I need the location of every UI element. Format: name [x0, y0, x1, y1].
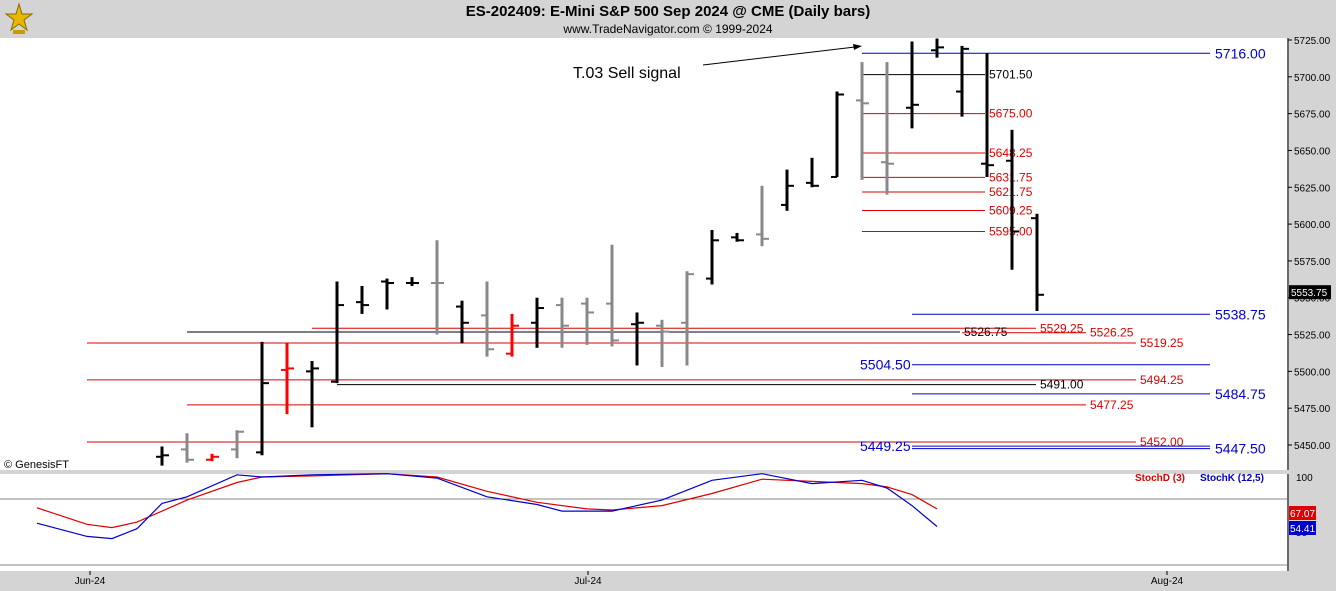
y-tick-label: 5500.00 — [1294, 367, 1331, 378]
level-label: 5491.00 — [1040, 378, 1084, 392]
sell-signal-annotation: T.03 Sell signal — [573, 65, 681, 82]
y-tick-label: 5575.00 — [1294, 257, 1331, 268]
level-label: 5494.25 — [1140, 373, 1184, 387]
y-tick-label: 5650.00 — [1294, 146, 1331, 157]
stoch-last-label: 54.41 — [1290, 524, 1315, 535]
y-tick-label: 5725.00 — [1294, 36, 1331, 47]
last-price-label: 5553.75 — [1291, 288, 1328, 299]
stoch-d-legend: StochD (3) — [1135, 473, 1185, 484]
stoch-last-label: 67.07 — [1290, 509, 1315, 520]
stoch-tick-label: 100 — [1296, 473, 1313, 484]
stoch-last-box — [1289, 506, 1316, 520]
price-axis: 5725.00 5700.00 5675.00 5650.00 5625.00 5600.… — [1287, 36, 1331, 470]
stoch-k-legend: StochK (12,5) — [1200, 473, 1264, 484]
level-label: 5538.75 — [1215, 306, 1266, 322]
level-label: 5701.50 — [989, 68, 1033, 82]
level-label: 5477.25 — [1090, 398, 1134, 412]
y-tick-label: 5475.00 — [1294, 404, 1331, 415]
last-price-box — [1289, 285, 1331, 300]
stoch-line — [36, 473, 938, 540]
date-axis: Jun-24 Jul-24 Aug-24 — [75, 571, 1184, 587]
level-label: 5519.25 — [1140, 336, 1184, 350]
level-label: 5504.50 — [860, 357, 911, 373]
stochastic-panel — [0, 474, 1287, 571]
level-label: 5675.00 — [989, 107, 1033, 121]
watermark: © GenesisFT — [4, 459, 69, 471]
chart-title: ES-202409: E-Mini S&P 500 Sep 2024 @ CME… — [465, 3, 871, 20]
stoch-last-box — [1289, 521, 1316, 535]
level-label: 5484.75 — [1215, 386, 1266, 402]
level-label: 5529.25 — [1040, 321, 1084, 335]
x-tick-label: Jul-24 — [574, 576, 602, 587]
annotation-arrowhead — [853, 44, 862, 50]
y-tick-label: 5675.00 — [1294, 110, 1331, 121]
y-tick-label: 5625.00 — [1294, 183, 1331, 194]
y-tick-label: 5525.00 — [1294, 331, 1331, 342]
genesis-logo-icon — [3, 2, 35, 36]
level-label: 5526.25 — [1090, 326, 1134, 340]
x-tick-label: Jun-24 — [75, 576, 106, 587]
y-tick-label: 5550.00 — [1294, 294, 1331, 305]
level-label: 5449.25 — [860, 438, 911, 454]
y-tick-label: 5600.00 — [1294, 220, 1331, 231]
level-label: 5452.00 — [1140, 435, 1184, 449]
price-bars — [156, 38, 1044, 466]
level-label: 5526.75 — [964, 325, 1008, 339]
annotation-arrow — [702, 46, 856, 66]
y-tick-label: 5700.00 — [1294, 73, 1331, 84]
level-label: 5716.00 — [1215, 45, 1266, 61]
level-label: 5447.50 — [1215, 441, 1266, 457]
x-tick-label: Aug-24 — [1151, 576, 1184, 587]
chart-subtitle: www.TradeNavigator.com © 1999-2024 — [563, 22, 773, 36]
price-panel — [0, 38, 1287, 470]
stochastic-lines: 67.07 54.41 — [36, 473, 1316, 540]
y-tick-label: 5450.00 — [1294, 441, 1331, 452]
chart-header: ES-202409: E-Mini S&P 500 Sep 2024 @ CME… — [0, 0, 1336, 38]
